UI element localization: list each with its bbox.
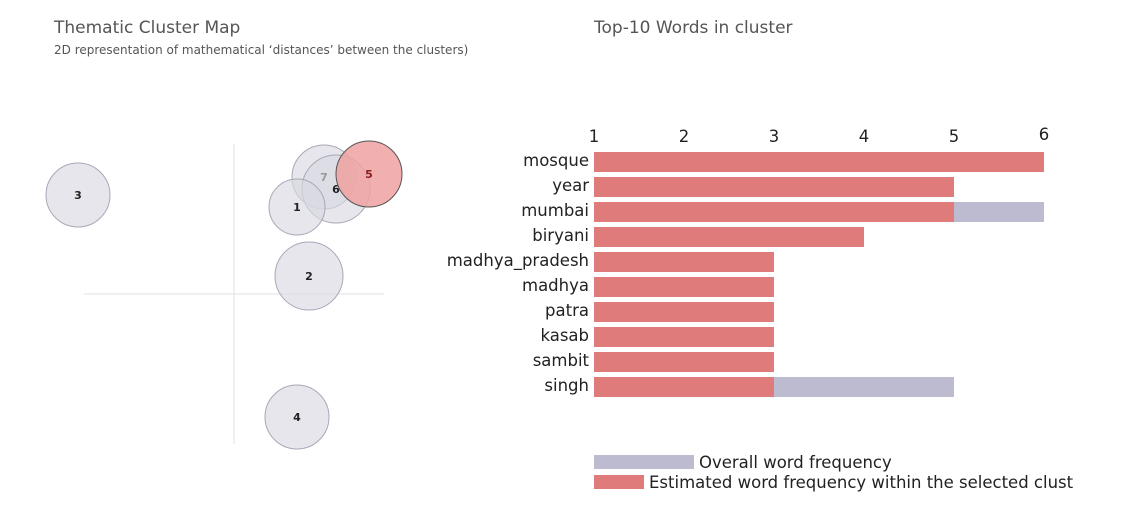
legend-swatch-estimated[interactable] xyxy=(594,475,644,489)
x-tick-label: 5 xyxy=(949,127,960,146)
cluster-bubble-4[interactable]: 4 xyxy=(264,384,330,450)
category-label: year xyxy=(552,176,589,195)
category-label: patra xyxy=(545,301,589,320)
x-tick-label: 2 xyxy=(679,127,690,146)
x-tick-label: 4 xyxy=(859,127,870,146)
bar-estimated-patra[interactable] xyxy=(594,302,774,322)
cluster-map-plot[interactable]: 3765124 xyxy=(0,0,460,525)
chart-legend: Overall word frequency Estimated word fr… xyxy=(594,453,1074,492)
cluster-label: 2 xyxy=(305,270,313,283)
legend-label-overall: Overall word frequency xyxy=(699,453,892,472)
cluster-label: 6 xyxy=(332,183,340,196)
cluster-label: 3 xyxy=(74,189,82,202)
cluster-circle[interactable] xyxy=(335,140,403,208)
x-tick-label: 6 xyxy=(1039,125,1050,144)
x-tick-label: 1 xyxy=(589,127,600,146)
category-label: madhya xyxy=(522,276,589,295)
cluster-circle[interactable] xyxy=(274,241,344,311)
bar-estimated-madhya_pradesh[interactable] xyxy=(594,252,774,272)
cluster-label: 5 xyxy=(365,168,373,181)
category-label: sambit xyxy=(533,351,590,370)
bar-estimated-sambit[interactable] xyxy=(594,352,774,372)
cluster-map-title: Thematic Cluster Map xyxy=(54,18,241,38)
category-label: biryani xyxy=(532,226,589,245)
category-label: madhya_pradesh xyxy=(447,251,589,271)
category-label: singh xyxy=(544,376,589,395)
cluster-circle[interactable] xyxy=(264,384,330,450)
bar-estimated-year[interactable] xyxy=(594,177,954,197)
cluster-label: 1 xyxy=(293,201,301,214)
cluster-label: 4 xyxy=(293,411,301,424)
category-label: mumbai xyxy=(521,201,589,220)
category-label: mosque xyxy=(523,151,589,170)
cluster-circle[interactable] xyxy=(268,178,326,236)
bar-estimated-mosque[interactable] xyxy=(594,152,1044,172)
bar-estimated-mumbai[interactable] xyxy=(594,202,954,222)
legend-label-estimated: Estimated word frequency within the sele… xyxy=(649,473,1074,492)
bar-estimated-kasab[interactable] xyxy=(594,327,774,347)
cluster-map-subtitle: 2D representation of mathematical ‘dista… xyxy=(54,43,469,57)
bar-estimated-madhya[interactable] xyxy=(594,277,774,297)
legend-swatch-overall[interactable] xyxy=(594,455,694,469)
cluster-circle[interactable] xyxy=(45,162,111,228)
category-label: kasab xyxy=(540,326,589,345)
top-words-title: Top-10 Words in cluster xyxy=(594,18,793,38)
cluster-bubble-3[interactable]: 3 xyxy=(45,162,111,228)
bar-estimated-biryani[interactable] xyxy=(594,227,864,247)
cluster-bubble-2[interactable]: 2 xyxy=(274,241,344,311)
x-tick-label: 3 xyxy=(769,127,780,146)
cluster-bubble-5[interactable]: 5 xyxy=(335,140,403,208)
bar-estimated-singh[interactable] xyxy=(594,377,774,397)
cluster-bubble-1[interactable]: 1 xyxy=(268,178,326,236)
